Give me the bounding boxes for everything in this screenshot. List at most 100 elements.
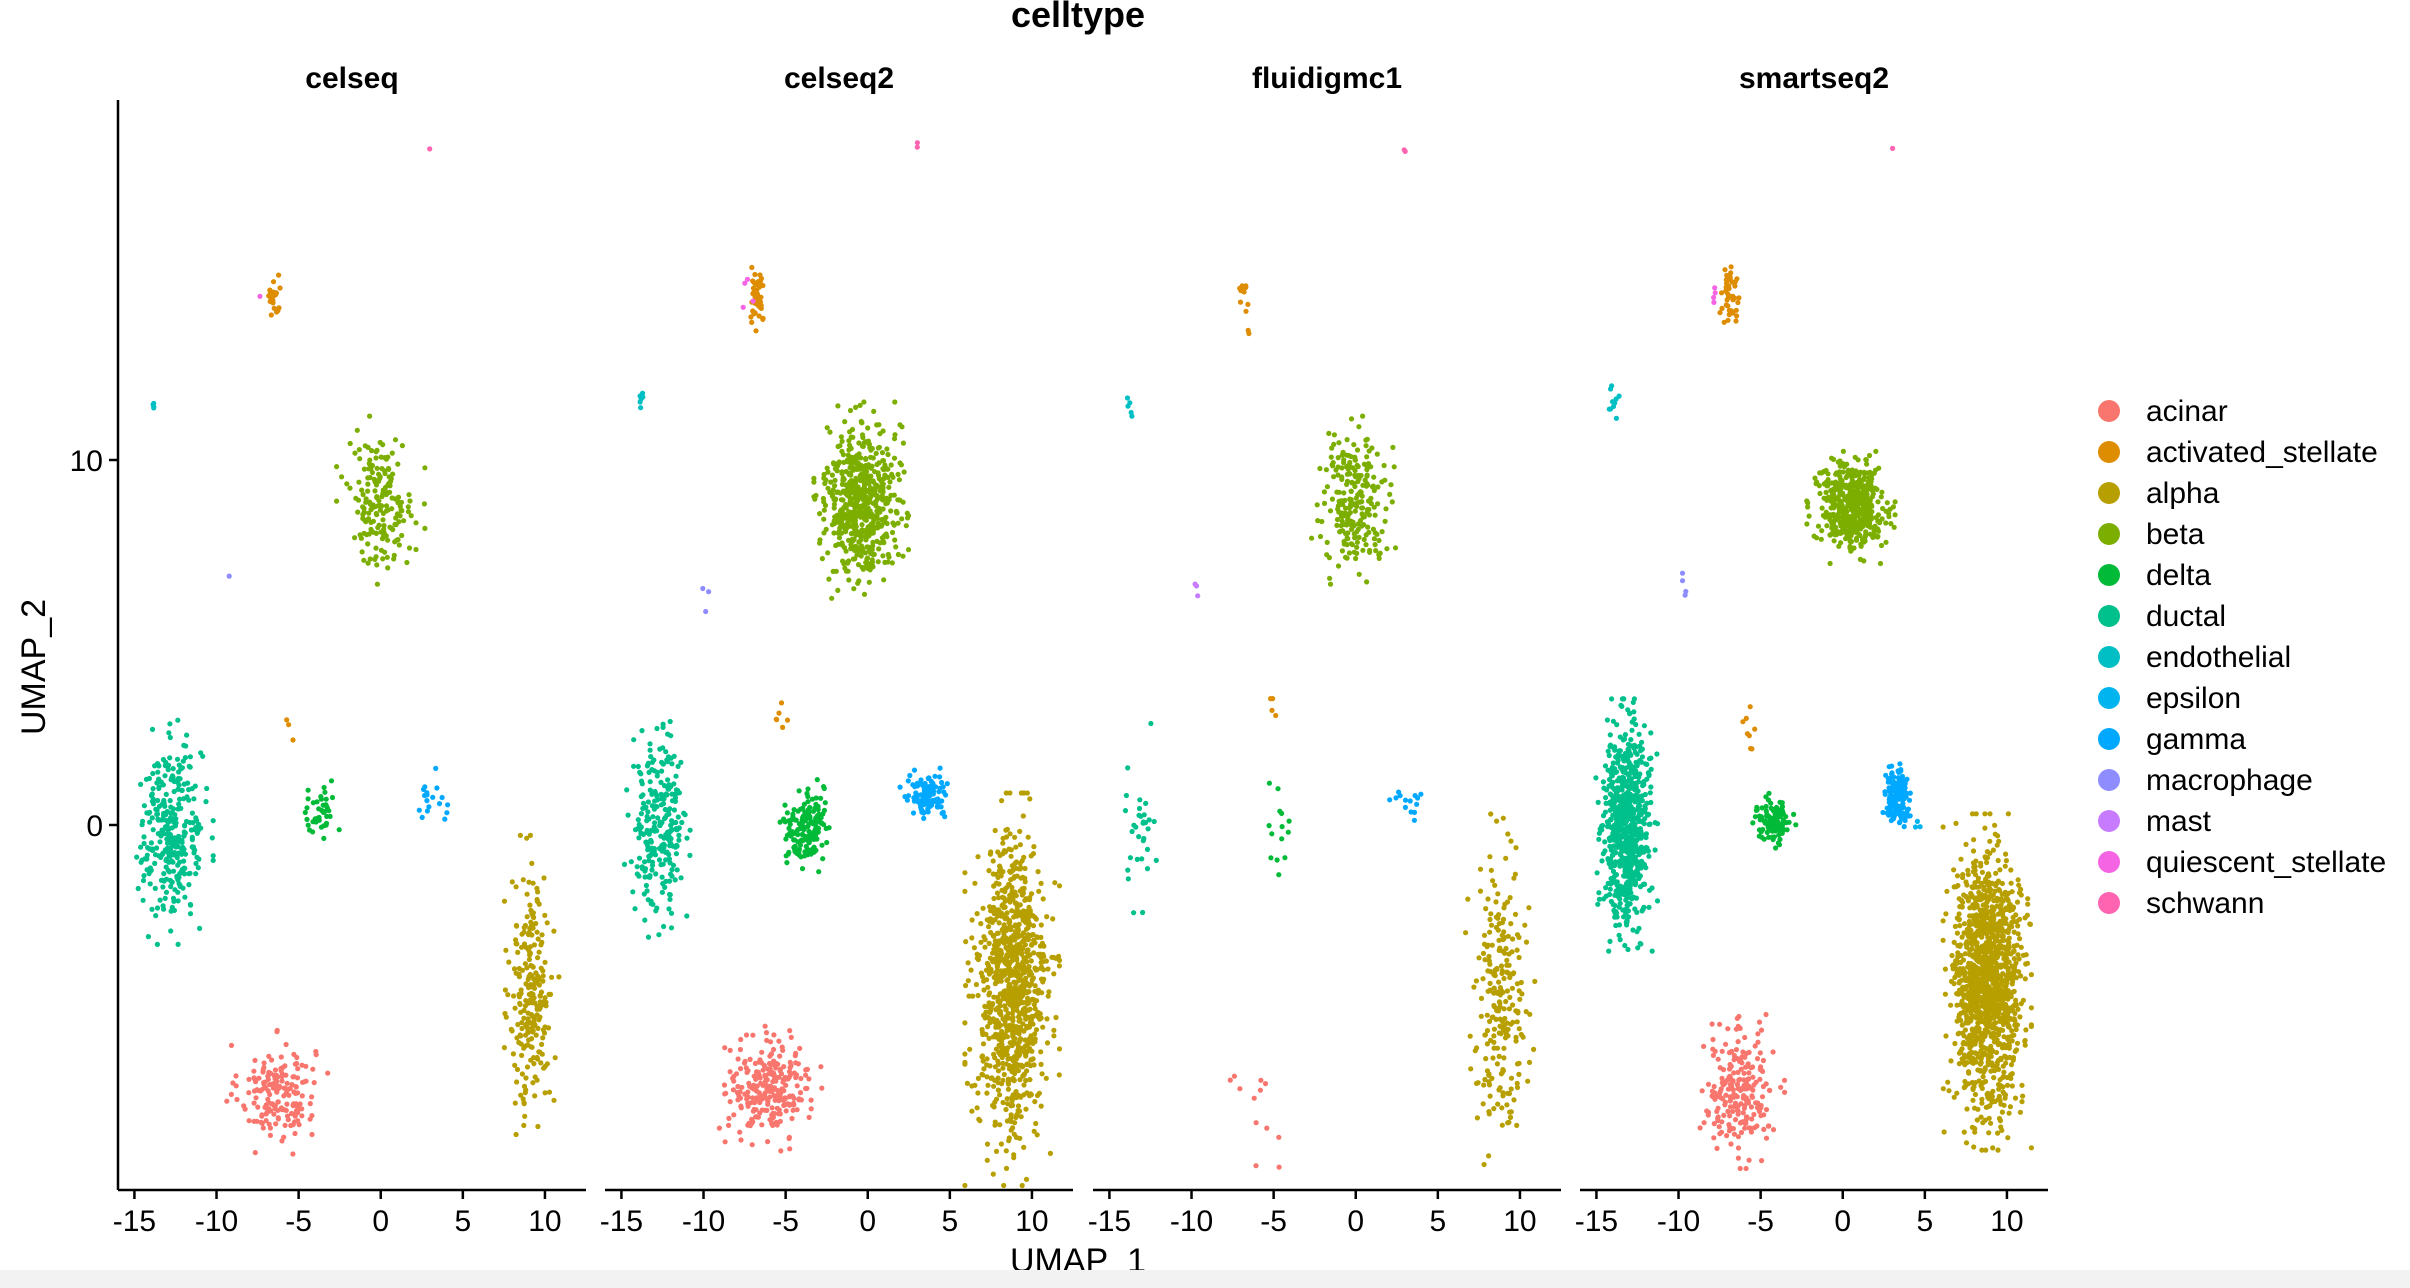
point-ductal (651, 846, 658, 852)
point-alpha (1495, 1101, 1501, 1107)
point-beta (1347, 471, 1353, 477)
point-delta (799, 820, 805, 826)
point-alpha (994, 907, 1000, 913)
point-acinar (1735, 1107, 1741, 1113)
point-acinar (1719, 1119, 1725, 1125)
point-gamma (1387, 797, 1393, 803)
point-alpha (1477, 888, 1484, 894)
point-acinar (782, 1096, 788, 1102)
point-acinar (794, 1083, 800, 1089)
point-alpha (1501, 1055, 1507, 1061)
point-acinar (1753, 1100, 1759, 1106)
points-celseq (134, 146, 562, 1157)
point-delta (818, 795, 824, 801)
point-alpha (1486, 958, 1492, 964)
point-acinar (272, 1106, 278, 1112)
point-alpha (992, 827, 998, 834)
point-beta (1334, 489, 1340, 495)
point-acinar (278, 1054, 284, 1060)
point-ductal (1122, 808, 1129, 814)
point-alpha (1973, 811, 1979, 817)
point-ductal (659, 874, 665, 880)
point-beta (866, 579, 872, 585)
point-acinar (1727, 1113, 1733, 1119)
point-alpha (1499, 932, 1505, 939)
point-activated_stellate (284, 717, 290, 723)
point-alpha (1972, 1091, 1978, 1098)
point-beta (858, 475, 864, 481)
point-endothelial (151, 400, 157, 406)
point-schwann (1401, 147, 1407, 153)
point-acinar (1711, 1083, 1717, 1090)
point-beta (365, 488, 371, 494)
point-acinar (780, 1079, 786, 1085)
point-alpha (996, 1049, 1002, 1055)
point-alpha (1514, 981, 1520, 987)
point-acinar (737, 1089, 743, 1095)
point-acinar (783, 1101, 789, 1107)
point-ductal (659, 889, 666, 895)
point-beta (899, 424, 905, 430)
point-alpha (1503, 855, 1509, 861)
point-alpha (968, 967, 974, 973)
point-beta (829, 472, 836, 478)
point-alpha (1488, 969, 1494, 975)
point-acinar (1730, 1087, 1736, 1093)
point-alpha (511, 966, 518, 972)
point-acinar (313, 1052, 319, 1058)
point-acinar (246, 1118, 252, 1124)
point-beta (847, 442, 853, 448)
point-gamma (907, 772, 913, 779)
point-acinar (765, 1101, 771, 1107)
point-activated_stellate (1747, 704, 1753, 710)
point-ductal (154, 941, 160, 948)
point-beta (825, 550, 831, 556)
point-alpha (991, 883, 997, 889)
point-beta (1349, 480, 1355, 486)
point-schwann (914, 144, 920, 150)
point-alpha (975, 1075, 982, 1081)
point-acinar (271, 1111, 277, 1117)
point-alpha (1489, 1014, 1495, 1020)
point-alpha (1022, 865, 1028, 872)
point-alpha (997, 991, 1004, 997)
point-alpha (514, 923, 520, 929)
point-alpha (1012, 1069, 1018, 1075)
point-alpha (525, 1029, 531, 1035)
point-alpha (2016, 956, 2022, 962)
point-alpha (524, 835, 530, 841)
point-acinar (1759, 1094, 1766, 1100)
point-alpha (533, 970, 539, 976)
point-alpha (539, 932, 545, 938)
point-alpha (1516, 1026, 1522, 1032)
point-activated_stellate (276, 272, 282, 278)
point-alpha (1004, 910, 1010, 916)
point-ductal (660, 724, 666, 731)
point-alpha (1016, 1018, 1022, 1024)
point-beta (904, 510, 910, 516)
point-beta (864, 556, 870, 562)
point-beta (1331, 441, 1337, 447)
point-ductal (1123, 792, 1129, 799)
point-acinar (1701, 1043, 1707, 1049)
point-acinar (266, 1071, 272, 1077)
point-delta (1276, 872, 1282, 878)
point-alpha (993, 1148, 1000, 1154)
point-alpha (536, 949, 542, 955)
point-alpha (1020, 887, 1026, 894)
point-ductal (674, 867, 680, 873)
point-acinar (278, 1065, 284, 1072)
point-ductal (1129, 828, 1135, 835)
point-ductal (635, 763, 641, 770)
point-beta (870, 539, 876, 545)
point-beta (385, 537, 391, 543)
point-activated_stellate (774, 717, 780, 723)
point-alpha (1010, 1075, 1016, 1082)
point-beta (381, 523, 387, 529)
point-acinar (1704, 1108, 1710, 1114)
point-beta (850, 489, 856, 495)
point-ductal (163, 791, 169, 798)
point-acinar (1734, 1081, 1740, 1088)
point-acinar (722, 1045, 728, 1051)
